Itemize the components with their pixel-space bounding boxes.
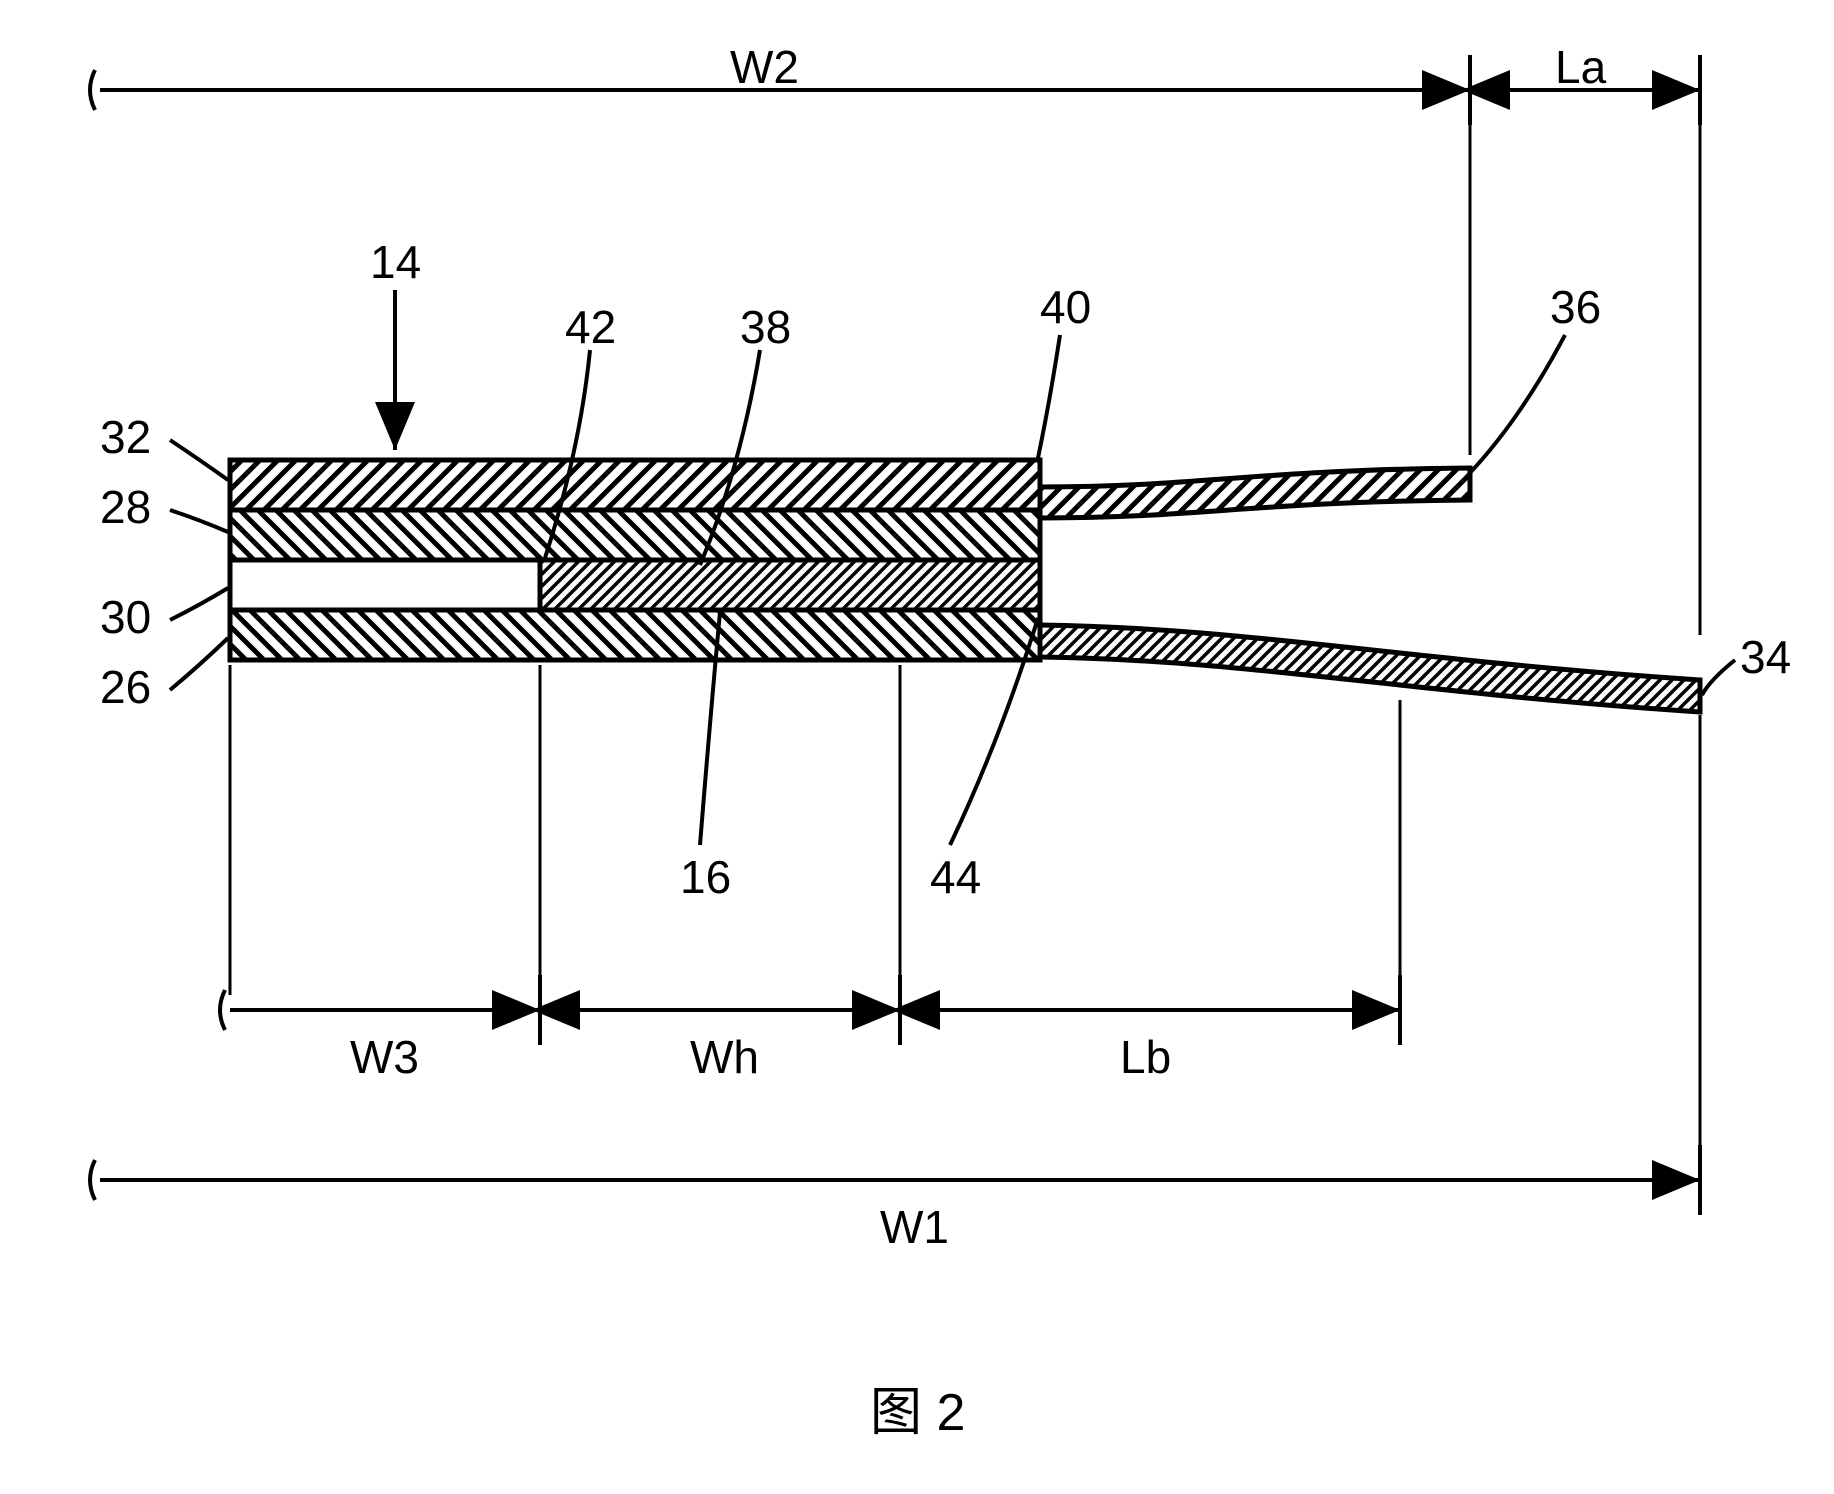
label-32: 32 [100,410,151,464]
label-26: 26 [100,660,151,714]
label-42: 42 [565,300,616,354]
label-lb: Lb [1120,1030,1171,1084]
figure-canvas: W2 La 14 42 38 40 36 32 28 30 26 16 44 3… [0,0,1834,1494]
label-34: 34 [1740,630,1791,684]
cross-section [230,460,1700,712]
leader-30 [170,588,228,620]
figure-label: 图 2 [870,1370,965,1445]
diagram-svg [0,0,1834,1494]
leader-36 [1468,335,1565,475]
leader-34 [1702,660,1735,695]
label-16: 16 [680,850,731,904]
tail-36 [1040,468,1470,518]
dim-bottom-upper [220,665,1400,1045]
label-28: 28 [100,480,151,534]
leader-32 [170,440,228,480]
label-38: 38 [740,300,791,354]
leader-40 [1038,335,1060,458]
label-36: 36 [1550,280,1601,334]
label-w2: W2 [730,40,799,94]
tail-34 [1040,625,1700,712]
layer-28 [230,510,1040,560]
layer-32 [230,460,1040,510]
dim-bottom-lower [90,715,1700,1215]
label-wh: Wh [690,1030,759,1084]
leader-28 [170,510,228,532]
layer-26 [230,610,1040,660]
label-w1: W1 [880,1200,949,1254]
label-14: 14 [370,235,421,289]
label-40: 40 [1040,280,1091,334]
layer-30-wh [540,560,1040,610]
label-la: La [1555,40,1606,94]
layer-30-left [230,560,540,610]
label-44: 44 [930,850,981,904]
leader-26 [170,638,228,690]
label-w3: W3 [350,1030,419,1084]
label-30: 30 [100,590,151,644]
